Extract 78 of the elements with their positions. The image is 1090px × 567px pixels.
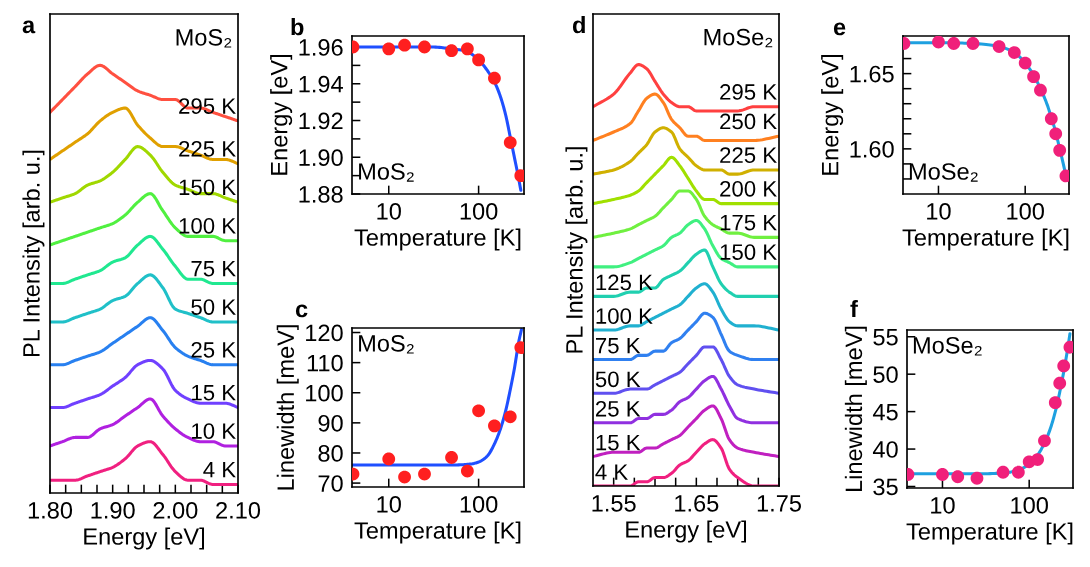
y-axis-title: Linewidth [meV] — [844, 326, 867, 492]
x-tick-label: 1.75 — [757, 495, 801, 512]
y-tick-label: 35 — [873, 478, 898, 496]
x-tick-label: 2.00 — [153, 501, 198, 519]
series-label: 15 K — [596, 434, 641, 451]
y-tick-label: 120 — [306, 324, 343, 342]
x-tick-label: 10 — [927, 202, 951, 220]
x-tick-label: 100 — [460, 495, 498, 513]
series-label: 15 K — [192, 385, 236, 401]
text: MoS₂ — [176, 28, 232, 48]
series-label: 100 K — [596, 308, 653, 324]
y-tick-label: 55 — [873, 329, 898, 346]
y-tick-label: 1.96 — [299, 39, 343, 56]
series-label: 50 K — [595, 371, 641, 388]
y-tick-label: 50 — [873, 366, 898, 383]
x-axis-title: Temperature [K] — [906, 522, 1073, 545]
y-tick-label: 80 — [318, 445, 343, 462]
x-tick-label: 1.80 — [28, 501, 73, 519]
y-tick-label: 90 — [318, 414, 343, 432]
x-tick-label: 100 — [1007, 202, 1044, 220]
y-tick-label: 1.92 — [299, 112, 343, 130]
series-label: 50 K — [191, 299, 236, 315]
x-axis-title: Temperature [K] — [902, 228, 1069, 251]
series-label: 150 K — [720, 244, 777, 260]
y-tick-label: 100 — [306, 384, 343, 402]
y-tick-label: 1.88 — [299, 186, 343, 203]
series-label: 150 K — [179, 179, 236, 196]
series-label: 100 K — [179, 217, 236, 234]
series-label: 4 K — [595, 464, 628, 480]
x-axis-title: Temperature [K] — [354, 521, 521, 544]
y-axis-title: PL Intensity [arb. u.] — [22, 150, 45, 357]
y-axis-title: Linewidth [meV] — [276, 325, 299, 490]
text: d — [572, 16, 585, 34]
series-label: 200 K — [720, 180, 777, 197]
x-tick-label: 10 — [931, 496, 955, 514]
x-tick-label: 1.65 — [675, 494, 719, 512]
annotation: MoSe₂ — [913, 336, 982, 356]
series-label: 4 K — [203, 461, 236, 478]
y-axis-title: Energy [eV] — [821, 54, 844, 175]
x-axis-title: Energy [eV] — [84, 527, 205, 550]
annotation: MoSe₂ — [909, 163, 978, 182]
x-tick-label: 100 — [460, 202, 498, 220]
y-axis-title: PL Intensity [arb. u.] — [565, 147, 588, 353]
y-tick-label: 110 — [307, 354, 343, 372]
text: b — [291, 18, 304, 36]
text: a — [22, 20, 36, 34]
x-tick-label: 1.90 — [91, 501, 135, 519]
text: e — [833, 22, 846, 36]
series-label: 25 K — [191, 342, 236, 358]
y-tick-label: 1.60 — [850, 140, 894, 158]
y-tick-label: 45 — [872, 403, 898, 421]
series-label: 75 K — [191, 260, 236, 277]
x-tick-label: 10 — [377, 202, 401, 220]
series-label: 25 K — [595, 400, 641, 417]
series-label: 175 K — [720, 214, 777, 231]
y-axis-title: Energy [eV] — [270, 54, 293, 175]
x-axis-title: Temperature [K] — [354, 228, 521, 251]
y-tick-label: 1.65 — [850, 65, 894, 83]
x-axis-title: Energy [eV] — [626, 520, 747, 543]
text: f — [850, 300, 858, 318]
y-tick-label: 1.94 — [299, 75, 343, 93]
y-tick-label: 1.90 — [299, 149, 343, 167]
text: c — [295, 304, 308, 318]
x-tick-label: 100 — [1011, 496, 1048, 514]
annotation: MoS₂ — [359, 163, 414, 182]
x-tick-label: 2.10 — [216, 501, 261, 519]
y-tick-label: 40 — [872, 441, 898, 458]
series-label: 225 K — [720, 147, 777, 164]
x-tick-label: 1.55 — [592, 495, 636, 512]
text: MoSe₂ — [704, 28, 773, 48]
series-label: 125 K — [596, 274, 653, 291]
series-label: 75 K — [596, 337, 641, 354]
annotation: MoS₂ — [359, 334, 414, 354]
series-label: 295 K — [720, 84, 777, 100]
series-label: 10 K — [192, 423, 236, 439]
y-tick-label: 70 — [318, 475, 343, 492]
series-label: 250 K — [720, 113, 777, 130]
x-tick-label: 10 — [377, 495, 401, 513]
